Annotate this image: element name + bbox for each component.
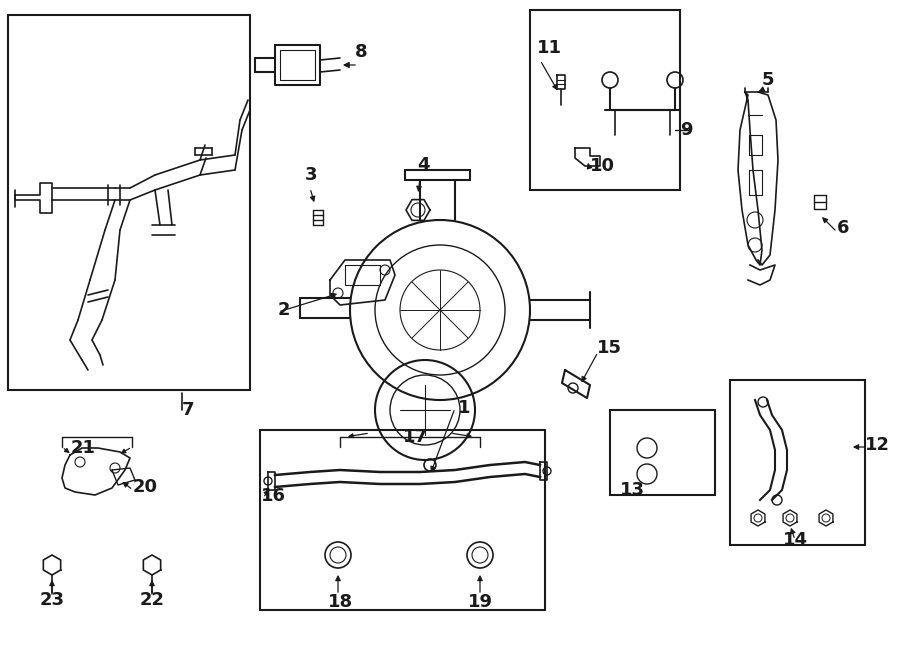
Text: 17: 17 (402, 428, 428, 446)
Bar (610, 410, 715, 495)
Text: 20: 20 (133, 478, 158, 496)
Text: 16: 16 (261, 487, 286, 505)
Text: 14: 14 (782, 531, 807, 549)
Text: 2: 2 (278, 301, 291, 319)
Text: 18: 18 (328, 593, 353, 611)
Bar (730, 380, 865, 545)
Text: 7: 7 (182, 401, 194, 419)
Bar (8, 15, 250, 390)
Text: 1: 1 (458, 399, 471, 417)
Text: 5: 5 (762, 71, 775, 89)
Text: 23: 23 (40, 591, 65, 609)
Text: 19: 19 (467, 593, 492, 611)
Text: 3: 3 (305, 166, 318, 184)
Text: 22: 22 (140, 591, 165, 609)
Text: 21: 21 (70, 439, 95, 457)
Bar (530, 10, 680, 190)
Bar (260, 430, 545, 610)
Text: 12: 12 (865, 436, 890, 454)
Text: 13: 13 (619, 481, 644, 499)
Text: 4: 4 (417, 156, 429, 174)
Text: 6: 6 (837, 219, 850, 237)
Text: 15: 15 (597, 339, 622, 357)
Text: 8: 8 (355, 43, 367, 61)
Text: 11: 11 (537, 39, 562, 57)
Text: 9: 9 (680, 121, 692, 139)
Text: 10: 10 (590, 157, 615, 175)
